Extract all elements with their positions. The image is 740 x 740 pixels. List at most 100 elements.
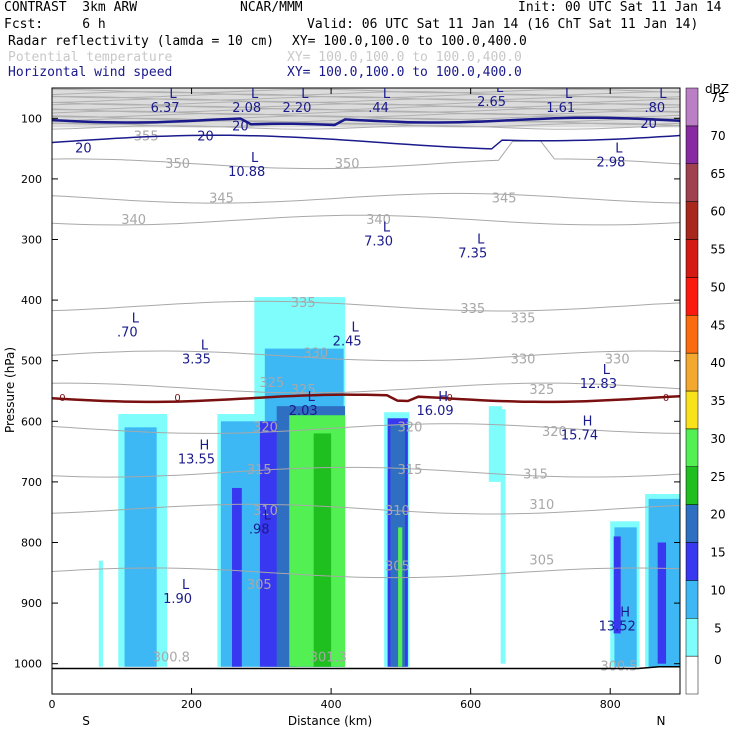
zero-isotherm-label-1: 0 bbox=[174, 393, 180, 404]
wind-contour-label-1: 20 bbox=[197, 129, 214, 144]
theta-contour-upper bbox=[52, 103, 680, 108]
wind-extremum-value-3: .44 bbox=[368, 101, 389, 116]
colorbar-label-8: 40 bbox=[710, 356, 725, 370]
reflectivity-cell-20 bbox=[613, 536, 621, 634]
x-tick-label-4: 800 bbox=[600, 698, 621, 711]
field-theta-name: Potential temperature bbox=[8, 50, 173, 65]
theta-label-21: 315 bbox=[523, 468, 548, 483]
zero-isotherm-label-2: 0 bbox=[447, 393, 453, 404]
south-label: S bbox=[82, 714, 90, 728]
x-tick-label-3: 600 bbox=[460, 698, 481, 711]
y-tick-label-2: 300 bbox=[21, 234, 42, 247]
wind-extremum-value-13: 2.45 bbox=[333, 334, 362, 349]
wind-extremum-marker-20: L bbox=[182, 578, 190, 593]
colorbar-label-12: 60 bbox=[710, 205, 725, 219]
center-title: NCAR/MMM bbox=[240, 0, 303, 15]
y-tick-label-1: 200 bbox=[21, 173, 42, 186]
wind-extremum-marker-21: H bbox=[620, 605, 630, 620]
reflectivity-cell-17 bbox=[500, 409, 506, 664]
colorbar-label-9: 45 bbox=[710, 318, 725, 332]
theta-contour-330 bbox=[52, 350, 680, 362]
colorbar-swatch-10 bbox=[685, 277, 699, 316]
wind-extremum-value-20: 1.90 bbox=[163, 592, 192, 607]
colorbar-label-1: 5 bbox=[714, 621, 722, 635]
field-reflectivity-xy: XY= 100.0,100.0 to 100.0,400.0 bbox=[292, 34, 527, 49]
wind-extremum-marker-9: L bbox=[383, 220, 391, 235]
colorbar-swatch-2 bbox=[685, 580, 699, 619]
wind-extremum-value-15: 2.03 bbox=[289, 404, 318, 419]
field-theta-xy: XY= 100.0,100.0 to 100.0,400.0 bbox=[287, 50, 522, 65]
theta-contour-upper bbox=[52, 125, 680, 130]
reflectivity-cell-11 bbox=[313, 433, 332, 667]
wind-extremum-value-4: 2.65 bbox=[477, 95, 506, 110]
theta-label-25: 305 bbox=[247, 578, 272, 593]
wind-extremum-value-7: 10.88 bbox=[228, 165, 265, 180]
theta-label-5: 340 bbox=[121, 213, 146, 228]
wind-extremum-marker-19: L bbox=[264, 508, 272, 523]
north-label: N bbox=[657, 714, 666, 728]
theta-contour-upper bbox=[52, 91, 680, 96]
theta-label-4: 345 bbox=[492, 191, 517, 206]
colorbar-swatch-6 bbox=[685, 428, 699, 467]
wind-extremum-marker-15: L bbox=[308, 390, 316, 405]
theta-label-26: 305 bbox=[385, 560, 410, 575]
y-tick-label-7: 800 bbox=[21, 537, 42, 550]
theta-label-24: 310 bbox=[529, 498, 554, 513]
theta-label-9: 335 bbox=[511, 311, 536, 326]
theta-label-1: 350 bbox=[165, 157, 190, 172]
theta-contour-320 bbox=[52, 423, 680, 434]
wind-extremum-value-2: 2.20 bbox=[282, 101, 311, 116]
colorbar-label-3: 15 bbox=[710, 546, 725, 560]
wind-extremum-value-5: 1.61 bbox=[546, 101, 575, 116]
init-time: Init: 00 UTC Sat 11 Jan 14 bbox=[518, 0, 722, 15]
theta-label-22: 310 bbox=[253, 504, 278, 519]
wind-extremum-marker-6: L bbox=[659, 87, 667, 102]
wind-extremum-value-1: 2.08 bbox=[232, 101, 261, 116]
theta-label-20: 315 bbox=[398, 463, 423, 478]
colorbar-label-0: 0 bbox=[714, 653, 722, 667]
wind-extremum-marker-12: L bbox=[201, 339, 209, 354]
theta-label-10: 330 bbox=[303, 346, 328, 361]
colorbar-label-11: 55 bbox=[710, 243, 725, 257]
y-tick-label-9: 1000 bbox=[14, 658, 42, 671]
wind-extremum-marker-2: L bbox=[301, 87, 309, 102]
x-axis-label: Distance (km) bbox=[288, 714, 372, 728]
colorbar-label-7: 35 bbox=[710, 394, 725, 408]
model-title: CONTRAST 3km ARW bbox=[4, 0, 138, 15]
wind-extremum-value-11: .70 bbox=[117, 325, 138, 340]
theta-label-14: 325 bbox=[291, 383, 316, 398]
wind-extremum-marker-11: L bbox=[132, 311, 140, 326]
theta-label-18: 320 bbox=[542, 425, 567, 440]
theta-label-17: 320 bbox=[398, 420, 423, 435]
colorbar-units: dBZ bbox=[705, 82, 729, 96]
field-wind-name: Horizontal wind speed bbox=[8, 65, 173, 80]
theta-label-3: 345 bbox=[209, 191, 234, 206]
theta-contour-upper bbox=[52, 115, 680, 121]
y-tick-label-5: 600 bbox=[21, 415, 42, 428]
reflectivity-cell-16 bbox=[488, 406, 503, 482]
theta-label-23: 310 bbox=[385, 504, 410, 519]
colorbar-swatch-14 bbox=[685, 125, 699, 164]
wind-contour-label-2: 20 bbox=[232, 120, 249, 135]
theta-label-19: 315 bbox=[247, 463, 272, 478]
colorbar-label-5: 25 bbox=[710, 470, 725, 484]
wind-extremum-value-9: 7.30 bbox=[364, 234, 393, 249]
wind-extremum-value-21: 13.52 bbox=[599, 619, 636, 634]
theta-contour-310 bbox=[52, 503, 680, 515]
wind-extremum-marker-4: L bbox=[496, 81, 504, 96]
wind-extremum-value-8: 2.98 bbox=[596, 156, 625, 171]
theta-contour-315 bbox=[52, 466, 680, 478]
theta-contour-upper bbox=[52, 93, 680, 99]
theta-contour-335 bbox=[52, 300, 680, 312]
colorbar-swatch-3 bbox=[685, 542, 699, 581]
colorbar-swatch-1 bbox=[685, 618, 699, 657]
colorbar-swatch-8 bbox=[685, 352, 699, 392]
theta-label-8: 335 bbox=[460, 302, 485, 317]
wind-contour-label-3: 20 bbox=[640, 117, 657, 132]
field-wind-xy: XY= 100.0,100.0 to 100.0,400.0 bbox=[287, 65, 522, 80]
colorbar-label-13: 65 bbox=[710, 167, 725, 181]
wind-extremum-value-14: 12.83 bbox=[580, 377, 617, 392]
y-tick-label-0: 100 bbox=[21, 112, 42, 125]
wind-extremum-marker-17: H bbox=[583, 414, 593, 429]
theta-label-29: 301.3 bbox=[310, 651, 347, 666]
